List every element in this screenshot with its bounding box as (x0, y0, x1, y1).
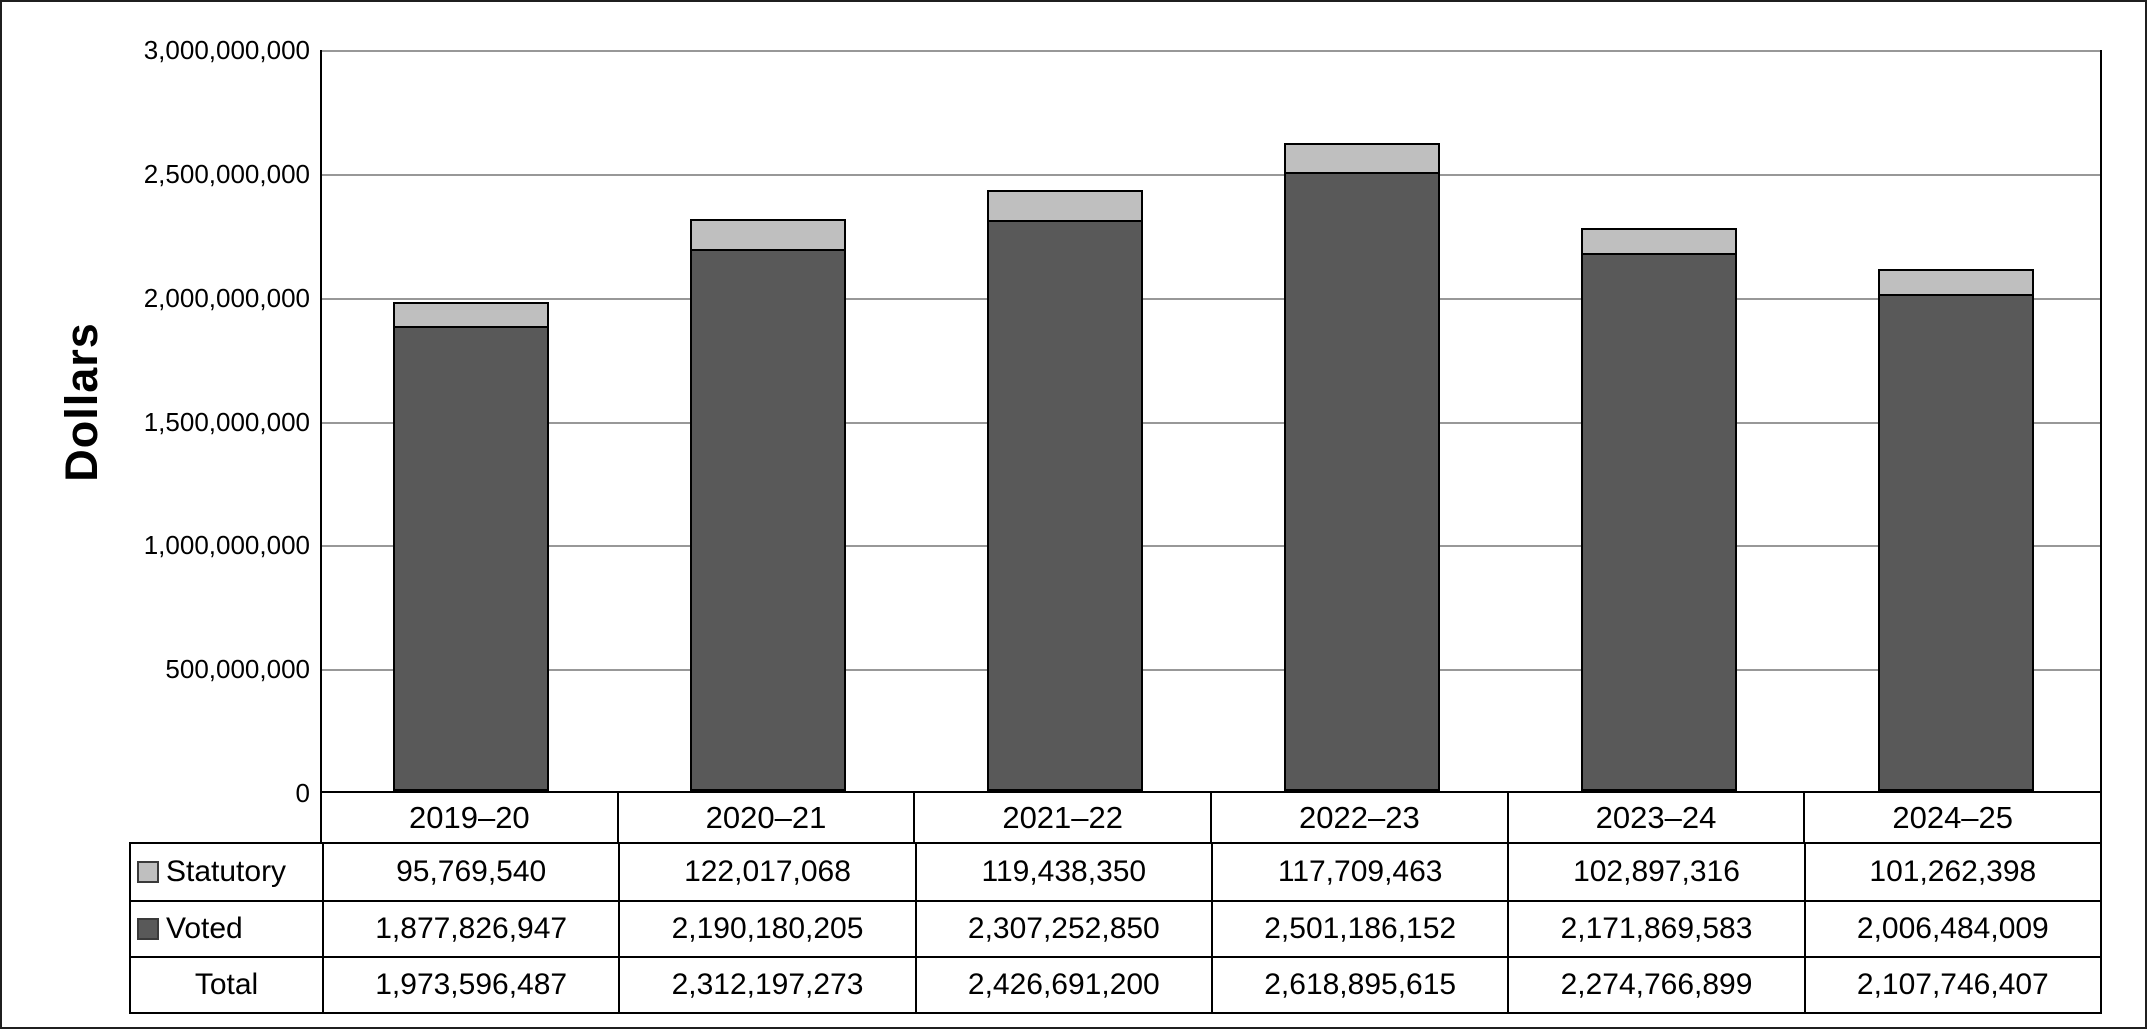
table-cell-voted: 1,877,826,947 (322, 900, 619, 956)
x-axis-category-row: 2019–20 2020–21 2021–22 2022–23 2023–24 2024–… (320, 793, 2102, 842)
y-tick-label: 2,500,000,000 (143, 158, 310, 189)
y-axis: 0 500,000,000 1,000,000,000 1,500,000,000 2,… (2, 2, 310, 1027)
table-cell-statutory: 119,438,350 (914, 844, 1211, 900)
table-cell-voted: 2,190,180,205 (618, 900, 915, 956)
bar-segment-statutory (1283, 143, 1440, 174)
y-tick-label: 0 (295, 778, 310, 808)
bar-segment-statutory (689, 219, 846, 251)
bar-segment-voted (689, 249, 846, 791)
table-cell-voted: 2,006,484,009 (1803, 900, 2100, 956)
data-table: Statutory 95,769,540 122,017,068 119,438,35… (129, 842, 2102, 1014)
y-tick-label: 1,000,000,000 (143, 530, 310, 561)
gridline (322, 173, 2100, 176)
row-label-statutory: Statutory (131, 844, 322, 900)
x-category-label: 2022–23 (1210, 793, 1507, 842)
y-tick-label: 3,000,000,000 (143, 35, 310, 65)
row-label-voted: Voted (131, 900, 322, 956)
table-cell-total: 2,312,197,273 (618, 956, 915, 1012)
table-cell-total: 2,426,691,200 (914, 956, 1211, 1012)
bar-2024–25 (1877, 48, 2034, 791)
gridline (322, 421, 2100, 424)
row-label-text: Total (194, 968, 259, 1001)
table-cell-statutory: 95,769,540 (322, 844, 618, 900)
x-category-label: 2021–22 (913, 793, 1210, 842)
bar-segment-voted (986, 220, 1143, 791)
table-cell-statutory: 101,262,398 (1803, 844, 2100, 900)
bar-2023–24 (1580, 48, 1737, 791)
bar-segment-voted (1283, 172, 1440, 791)
y-tick-label: 500,000,000 (165, 654, 310, 685)
gridline (322, 669, 2100, 672)
legend-swatch-voted (137, 918, 159, 940)
row-label-text: Statutory (166, 855, 287, 888)
gridline (322, 545, 2100, 548)
x-category-label: 2023–24 (1506, 793, 1804, 842)
row-label-total: Total (131, 956, 322, 1012)
bar-2022–23 (1283, 48, 1440, 791)
bar-segment-voted (1877, 294, 2034, 791)
gridline (322, 297, 2100, 300)
bar-segment-statutory (986, 190, 1143, 222)
table-cell-statutory: 122,017,068 (618, 844, 914, 900)
table-cell-voted: 2,501,186,152 (1211, 900, 1508, 956)
bar-segment-voted (392, 326, 549, 791)
table-cell-voted: 2,307,252,850 (914, 900, 1211, 956)
gridline (322, 50, 2100, 52)
y-tick-label: 2,000,000,000 (143, 282, 310, 313)
x-category-label: 2024–25 (1803, 793, 2100, 842)
table-cell-total: 2,274,766,899 (1507, 956, 1804, 1012)
table-cell-total: 1,973,596,487 (322, 956, 619, 1012)
table-cell-total: 2,618,895,615 (1211, 956, 1508, 1012)
bar-segment-statutory (392, 302, 549, 328)
table-cell-statutory: 102,897,316 (1507, 844, 1803, 900)
table-cell-total: 2,107,746,407 (1803, 956, 2100, 1012)
plot-area (320, 50, 2102, 793)
x-category-label: 2020–21 (616, 793, 914, 842)
bar-2021–22 (986, 48, 1143, 791)
bar-segment-statutory (1877, 269, 2034, 296)
table-cell-statutory: 117,709,463 (1211, 844, 1507, 900)
bar-2019–20 (392, 48, 549, 791)
legend-swatch-statutory (137, 861, 159, 883)
bar-segment-voted (1580, 253, 1737, 791)
y-tick-label: 1,500,000,000 (143, 406, 310, 437)
row-label-text: Voted (166, 912, 243, 945)
table-cell-voted: 2,171,869,583 (1507, 900, 1804, 956)
x-category-label: 2019–20 (408, 799, 530, 835)
bar-2020–21 (689, 48, 846, 791)
bar-segment-statutory (1580, 228, 1737, 255)
